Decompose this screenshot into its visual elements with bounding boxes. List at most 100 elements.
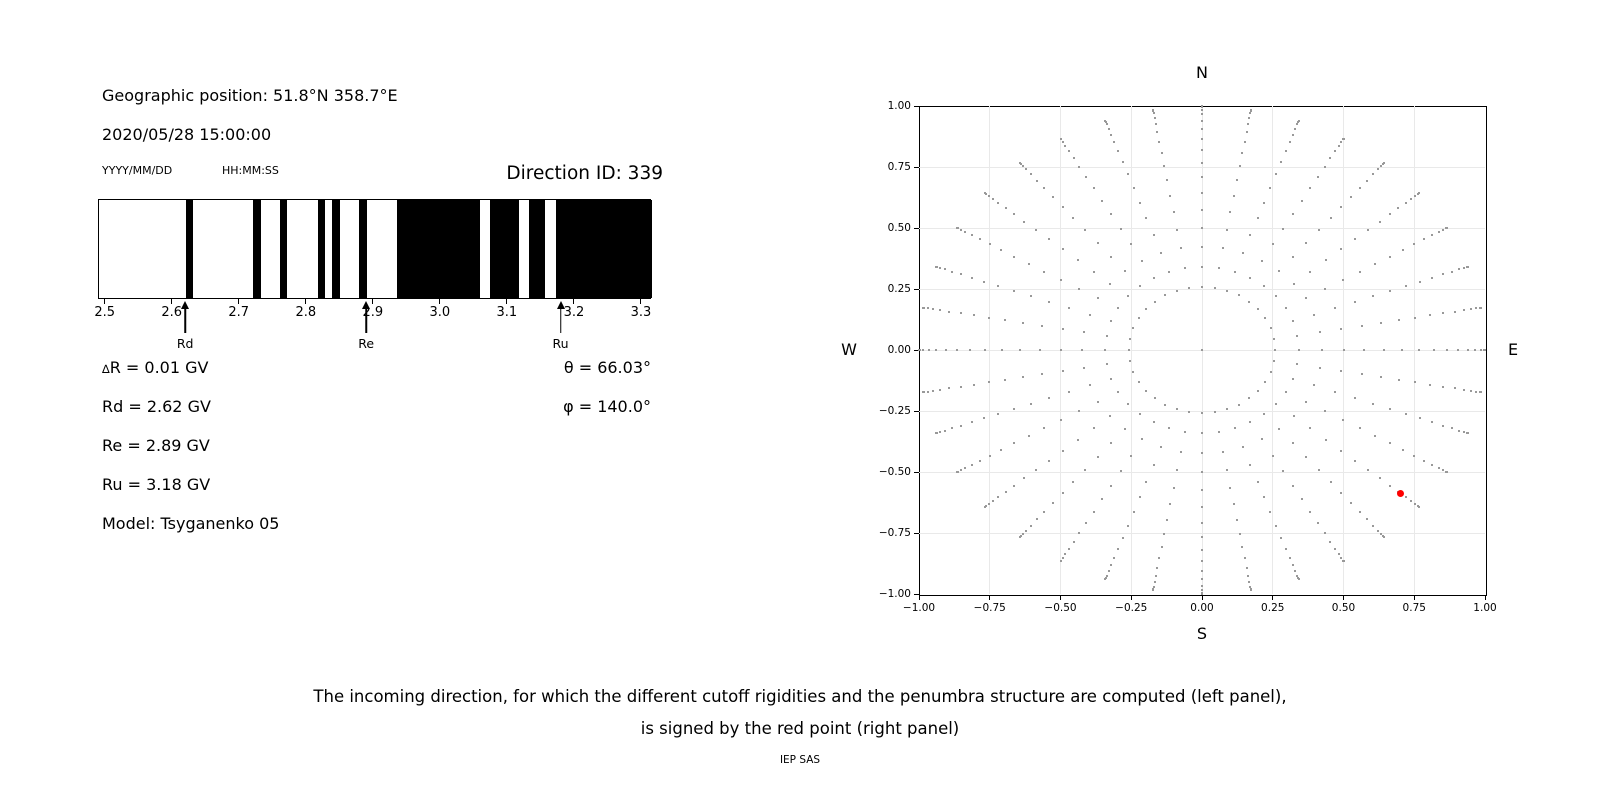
direction-dot [1257,308,1260,311]
direction-dot [1110,484,1113,487]
grid-line-horizontal [919,410,1485,412]
direction-dot [1238,533,1241,536]
direction-dot [1110,213,1113,216]
direction-dot [1030,524,1033,527]
direction-dot [997,285,1000,288]
direction-dot [959,385,962,388]
direction-dot [1061,492,1064,495]
direction-dot [1414,381,1417,384]
direction-dot [1398,378,1401,381]
direction-dot [1110,255,1113,258]
direction-dot [1132,370,1135,373]
direction-dot [1288,141,1291,144]
direction-dot [1275,173,1278,176]
direction-dot [1388,442,1391,445]
direction-dot [1201,176,1203,179]
penumbra-axis-tick [506,299,508,304]
direction-dot [1479,306,1482,309]
penumbra-axis-tick-label: 3.3 [630,305,652,320]
direction-dot [1124,427,1127,430]
x-axis-tick-label: 0.50 [1331,602,1356,614]
penumbra-axis-tick-label: 3.2 [563,305,585,320]
direction-dot [1263,201,1266,204]
direction-dot [1201,349,1203,351]
direction-dot [1051,195,1054,198]
direction-dot [1380,533,1383,536]
direction-dot [1117,390,1120,393]
direction-dot [1325,438,1328,441]
cutoff-arrow-stem [559,308,562,333]
direction-dot [1296,123,1299,126]
direction-dot [923,306,926,309]
direction-dot [1201,452,1203,455]
cutoff-arrow-stem [365,308,367,333]
x-axis-tick [1343,595,1344,600]
direction-dot [1462,431,1465,434]
y-axis-tick-label: 0.75 [887,160,911,173]
direction-dot [1340,492,1343,495]
direction-dot [1371,295,1374,298]
direction-dot [1291,442,1294,445]
direction-dot [1367,469,1370,472]
direction-dot [1232,503,1235,506]
direction-dot [1442,312,1445,315]
caption-line-1: The incoming direction, for which the di… [313,687,1287,706]
direction-dot [1153,116,1156,119]
direction-dot [1404,412,1407,415]
direction-dot [1249,112,1252,115]
direction-dot [1153,581,1156,584]
penumbra-bar [279,200,288,298]
y-axis-tick-label: −0.75 [878,526,911,539]
x-axis-tick [1484,595,1486,600]
direction-dot [948,387,951,390]
x-axis-tick-label: −1.00 [902,602,936,614]
direction-dot [1342,137,1345,140]
direction-dot [1036,518,1039,521]
x-axis-tick [989,595,991,600]
direction-dot [959,469,962,472]
direction-dot [951,270,954,273]
direction-dot [1084,469,1087,472]
direction-dot [1431,421,1434,424]
direction-dot [959,273,962,276]
direction-dot [1294,127,1297,130]
direction-dot [1078,166,1081,168]
direction-dot [1030,295,1033,298]
direction-dot [1166,179,1169,182]
direction-dot [997,412,1000,415]
y-axis-tick [914,410,919,412]
grid-line-horizontal [919,288,1485,290]
direction-dot [1201,432,1203,435]
direction-dot [1152,112,1155,115]
direction-dot [1273,338,1276,341]
direction-dot [1317,469,1320,472]
direction-dot [1263,496,1266,499]
direction-dot [1061,370,1064,373]
selected-direction-dot [1396,490,1404,498]
direction-dot [1110,377,1113,380]
direction-dot [1184,431,1187,434]
grid-line-horizontal [919,166,1485,168]
direction-dot [1388,213,1391,216]
direction-dot [1457,268,1460,271]
direction-dot [987,503,990,506]
direction-dot [983,280,986,283]
direction-dot [1059,560,1062,563]
direction-dot [1137,380,1140,383]
date-format-label: YYYY/MM/DD [102,164,173,177]
direction-dot [1160,152,1163,155]
direction-dot [1466,432,1469,435]
direction-dot [1201,192,1203,195]
direction-dot [1466,349,1469,351]
direction-dot [1225,469,1228,472]
direction-dot [1297,349,1300,351]
direction-dot [918,349,920,351]
param-re: Re = 2.89 GV [102,436,210,455]
direction-dot [935,432,938,435]
direction-dot [1340,248,1343,251]
direction-dot [1297,578,1300,581]
direction-dot [1003,319,1006,322]
direction-dot [1371,524,1374,527]
direction-dot [1138,285,1141,288]
direction-dot [1280,161,1283,164]
